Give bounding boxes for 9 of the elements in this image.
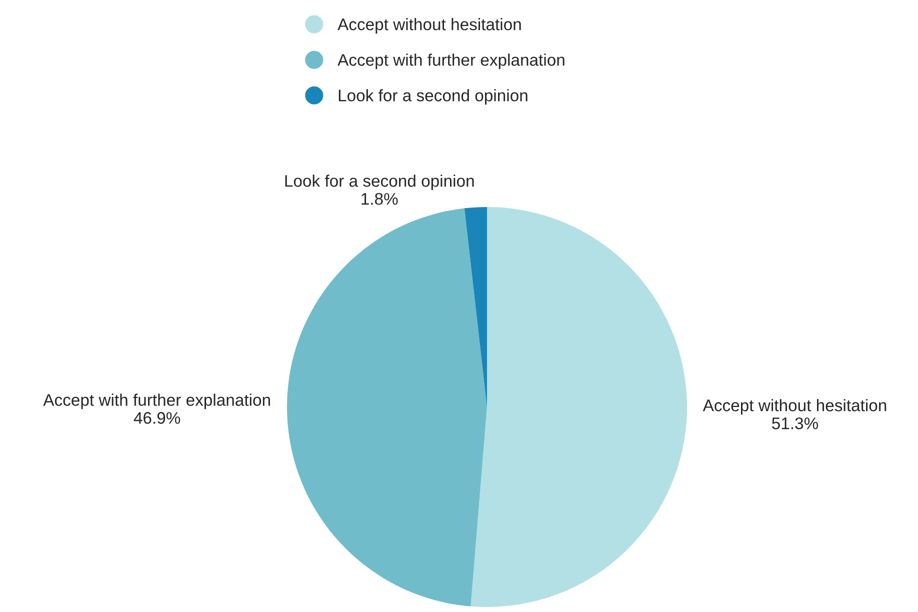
legend-label: Look for a second opinion: [338, 89, 528, 105]
data-label: 51.3%: [772, 417, 818, 430]
legend-label: Accept with further explanation: [338, 54, 564, 70]
slice-label: Accept with further explanation: [43, 394, 270, 410]
data-label: 1.8%: [362, 192, 398, 205]
slice-label: Look for a second opinion: [285, 174, 474, 190]
data-label: 46.9%: [134, 412, 180, 424]
slice-label: Accept without hesitation: [702, 399, 886, 415]
legend-label: Accept without hesitation: [338, 18, 521, 34]
